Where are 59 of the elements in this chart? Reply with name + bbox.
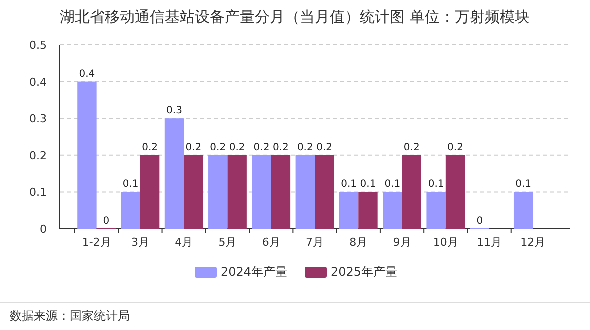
data-label: 0.2 bbox=[316, 142, 333, 154]
data-label: 0.1 bbox=[516, 179, 532, 190]
bar bbox=[78, 82, 97, 229]
y-tick-label: 0.4 bbox=[30, 76, 47, 89]
y-tick-label: 0 bbox=[40, 223, 47, 236]
y-tick-label: 0.3 bbox=[30, 112, 47, 126]
bar bbox=[228, 155, 247, 229]
bar bbox=[140, 155, 160, 229]
bar bbox=[252, 155, 272, 229]
bar bbox=[402, 155, 422, 229]
x-tick-label: 8月 bbox=[350, 236, 368, 249]
bar bbox=[121, 192, 140, 229]
chart-title: 湖北省移动通信基站设备产量分月（当月值）统计图 单位：万射频模块 bbox=[60, 8, 530, 26]
data-label: 0.1 bbox=[360, 179, 376, 190]
x-tick-label: 5月 bbox=[218, 236, 237, 249]
data-label: 0.2 bbox=[229, 142, 246, 154]
bar bbox=[271, 155, 291, 229]
data-label: 0.1 bbox=[428, 179, 444, 190]
data-label: 0.2 bbox=[142, 142, 158, 154]
data-label: 0.3 bbox=[166, 106, 182, 117]
x-tick-label: 10月 bbox=[433, 236, 458, 249]
x-tick-label: 9月 bbox=[393, 236, 412, 249]
data-label: 0.1 bbox=[341, 179, 357, 190]
data-label: 0.2 bbox=[210, 142, 226, 154]
y-tick-label: 0.5 bbox=[30, 39, 47, 52]
data-label: 0.2 bbox=[273, 142, 289, 154]
data-label: 0.2 bbox=[448, 142, 464, 154]
data-label: 0.1 bbox=[122, 179, 139, 190]
data-label: 0 bbox=[103, 216, 110, 227]
data-label: 0.2 bbox=[297, 142, 314, 154]
bar bbox=[446, 155, 466, 229]
x-tick-label: 1-2月 bbox=[82, 236, 112, 249]
data-label: 0.4 bbox=[79, 68, 96, 80]
x-tick-label: 4月 bbox=[175, 236, 194, 249]
y-tick-label: 0.2 bbox=[30, 149, 47, 162]
legend-label: 2024年产量 bbox=[221, 265, 288, 279]
bar bbox=[208, 155, 228, 229]
y-tick-label: 0.1 bbox=[30, 186, 47, 200]
data-label: 0.1 bbox=[384, 179, 401, 190]
legend-label: 2025年产量 bbox=[331, 265, 398, 279]
bar bbox=[339, 192, 359, 229]
source-note: 数据来源：国家统计局 bbox=[10, 309, 130, 323]
bar bbox=[426, 192, 446, 229]
data-label: 0.2 bbox=[254, 142, 270, 154]
x-tick-label: 11月 bbox=[477, 236, 502, 249]
data-label: 0.2 bbox=[404, 142, 420, 154]
bar bbox=[184, 155, 204, 229]
bar bbox=[383, 192, 402, 229]
bar bbox=[315, 155, 334, 229]
data-label: 0 bbox=[476, 216, 484, 227]
x-tick-label: 6月 bbox=[262, 236, 280, 249]
data-label: 0.2 bbox=[186, 142, 202, 154]
x-tick-label: 12月 bbox=[520, 236, 546, 249]
bar bbox=[514, 192, 534, 229]
x-tick-label: 3月 bbox=[131, 236, 150, 249]
x-tick-label: 7月 bbox=[306, 236, 324, 249]
bar bbox=[164, 118, 184, 229]
bar bbox=[358, 192, 378, 229]
bar bbox=[296, 155, 315, 229]
